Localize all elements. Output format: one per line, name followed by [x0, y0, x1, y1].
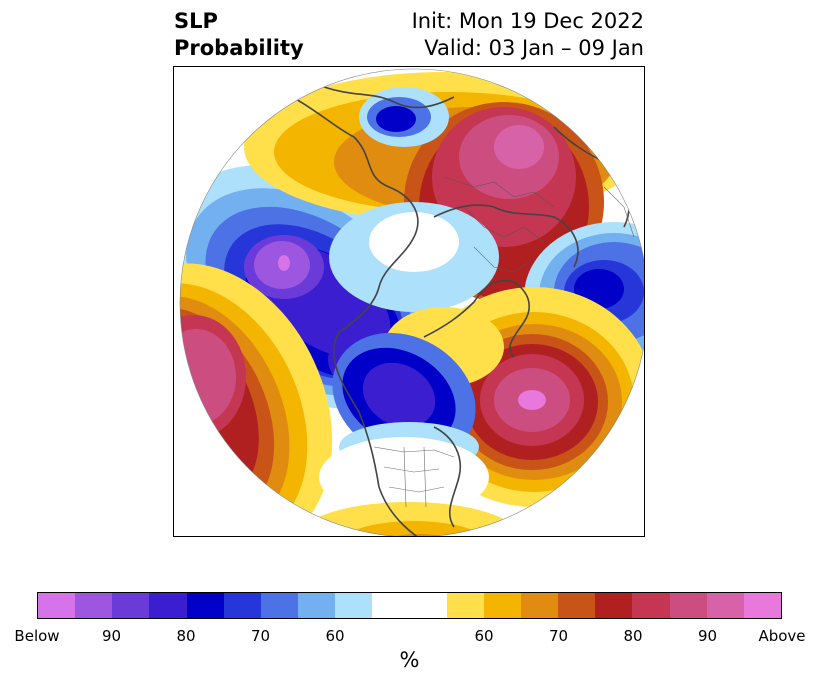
- colorbar-tick-label: Below: [14, 627, 60, 645]
- chart-title: SLP Probability: [174, 8, 304, 62]
- chart-subtitle: Init: Mon 19 Dec 2022 Valid: 03 Jan – 09…: [412, 8, 644, 62]
- colorbar-below-segment: [335, 593, 373, 618]
- valid-range: Valid: 03 Jan – 09 Jan: [424, 36, 644, 60]
- title-line-2: Probability: [174, 36, 304, 60]
- colorbar-above-segment: [521, 593, 559, 618]
- colorbar-below-segment: [75, 593, 113, 618]
- colorbar-below-segment: [38, 593, 76, 618]
- colorbar-unit-label: %: [399, 648, 420, 672]
- colorbar-ticks: Below 90 80 70 60 60 70 80 90 Above: [0, 627, 819, 647]
- colorbar-below-segment: [112, 593, 150, 618]
- colorbar-tick-label: 60: [474, 627, 494, 645]
- colorbar-above-segment: [669, 593, 707, 618]
- colorbar-below-segment: [186, 593, 224, 618]
- colorbar-above-segment: [743, 593, 782, 618]
- colorbar-tick-label: 90: [101, 627, 122, 645]
- namerica-below-region: [319, 332, 489, 517]
- colorbar-above-segment: [632, 593, 670, 618]
- atlantic-above-region: [384, 287, 644, 507]
- colorbar-above-segment: [446, 593, 484, 618]
- colorbar-above-segment: [706, 593, 744, 618]
- colorbar-tick-label: 70: [548, 627, 569, 645]
- probability-colorbar: [37, 592, 782, 619]
- colorbar-tick-label: 90: [697, 627, 718, 645]
- colorbar-below-segment: [223, 593, 261, 618]
- colorbar-above-segment: [558, 593, 596, 618]
- init-date: Init: Mon 19 Dec 2022: [411, 9, 644, 33]
- colorbar-tick-label: 60: [325, 627, 345, 645]
- map-panel: [173, 66, 645, 537]
- political-boundaries: [373, 176, 635, 508]
- colorbar-tick-label: 80: [623, 627, 643, 645]
- south-above-region: [299, 502, 519, 536]
- colorbar-tick-label: Above: [758, 627, 806, 645]
- colorbar-tick-label: 80: [176, 627, 196, 645]
- colorbar-above-segment: [483, 593, 522, 618]
- title-line-1: SLP: [174, 9, 218, 33]
- probability-map: [179, 68, 644, 536]
- colorbar-above-segment: [595, 593, 633, 618]
- colorbar-tick-label: 70: [250, 627, 271, 645]
- colorbar-below-segment: [149, 593, 187, 618]
- arctic-below-spots: [329, 87, 499, 312]
- projection-edge: [179, 68, 644, 536]
- colorbar-below-segment: [260, 593, 299, 618]
- colorbar-below-segment: [298, 593, 336, 618]
- colorbar-neutral-segment: [372, 593, 447, 618]
